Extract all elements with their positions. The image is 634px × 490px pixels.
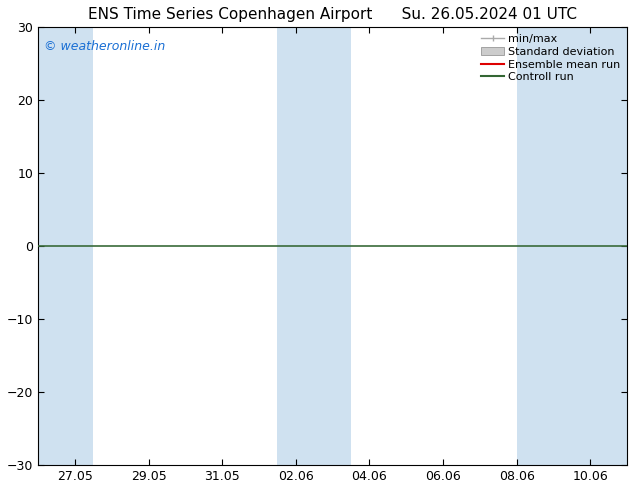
Bar [590, 27, 627, 465]
Bar [38, 27, 93, 465]
Bar [517, 27, 590, 465]
Title: ENS Time Series Copenhagen Airport      Su. 26.05.2024 01 UTC: ENS Time Series Copenhagen Airport Su. 2… [88, 7, 577, 22]
Bar [278, 27, 351, 465]
Text: © weatheronline.in: © weatheronline.in [44, 40, 165, 53]
Legend: min/max, Standard deviation, Ensemble mean run, Controll run: min/max, Standard deviation, Ensemble me… [478, 30, 624, 86]
